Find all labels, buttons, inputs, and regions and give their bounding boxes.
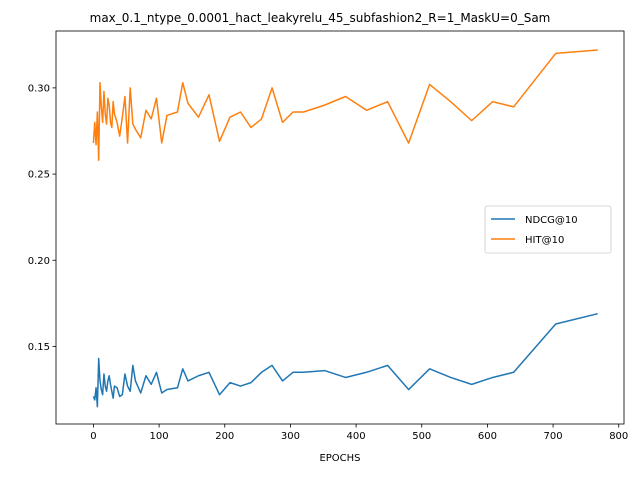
series-layer — [92, 49, 598, 408]
y-tick-label: 0.30 — [28, 83, 50, 94]
chart-title: max_0.1_ntype_0.0001_hact_leakyrelu_45_s… — [90, 11, 551, 25]
x-tick-label: 700 — [544, 431, 563, 442]
series-line-hit-10 — [92, 49, 598, 162]
series-line-ndcg-10 — [92, 312, 598, 408]
legend-box — [484, 205, 612, 254]
x-tick-label: 600 — [478, 431, 497, 442]
x-axis-label: EPOCHS — [319, 453, 360, 464]
y-tick-label: 0.25 — [28, 170, 50, 181]
y-axis-ticks: 0.15 0.20 0.25 0.30 — [28, 83, 56, 353]
y-tick-label: 0.20 — [28, 256, 50, 267]
x-tick-label: 0 — [90, 431, 96, 442]
x-tick-label: 300 — [281, 431, 300, 442]
x-tick-label: 800 — [609, 431, 628, 442]
legend: NDCG@10 HIT@10 — [484, 205, 612, 254]
legend-label: HIT@10 — [525, 235, 564, 246]
x-axis-ticks: 0 100 200 300 400 500 600 700 800 — [90, 424, 628, 442]
x-tick-label: 400 — [347, 431, 366, 442]
x-tick-label: 500 — [412, 431, 431, 442]
x-tick-label: 200 — [215, 431, 234, 442]
x-tick-label: 100 — [150, 431, 169, 442]
plot-area — [55, 30, 625, 425]
axes-frame — [55, 30, 625, 425]
y-tick-label: 0.15 — [28, 342, 50, 353]
legend-label: NDCG@10 — [525, 215, 578, 226]
